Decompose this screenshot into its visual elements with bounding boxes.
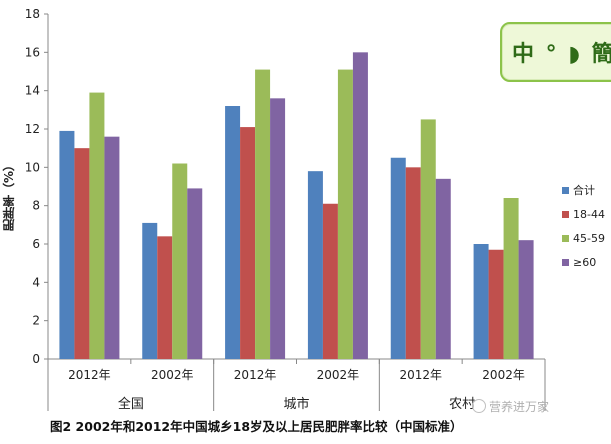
figure-caption: 图2 2002年和2012年中国城乡18岁及以上居民肥胖率比较（中国标准）: [50, 419, 463, 434]
bar: [59, 130, 75, 359]
bar: [172, 163, 188, 359]
bar: [518, 240, 534, 359]
legend-label: 合计: [573, 184, 595, 197]
bar: [405, 167, 421, 359]
legend-item: 合计: [562, 178, 611, 202]
y-tick-label: 12: [25, 122, 40, 136]
legend-label: 18-44: [573, 207, 605, 221]
legend: 合计 18-44 45-59 ≥60: [562, 178, 611, 274]
bar: [142, 222, 158, 359]
bar: [187, 188, 203, 359]
legend-swatch: [562, 234, 569, 242]
x-tick-label: 2002年: [317, 368, 360, 382]
y-tick-label: 0: [32, 352, 40, 366]
bar: [352, 52, 368, 359]
y-tick-label: 18: [25, 7, 40, 21]
legend-item: 45-59: [562, 226, 611, 250]
bar: [240, 127, 256, 359]
y-tick-label: 2: [32, 314, 40, 328]
y-tick-label: 16: [25, 45, 40, 59]
legend-swatch: [562, 186, 569, 194]
y-tick-label: 8: [32, 199, 40, 213]
legend-label: 45-59: [573, 231, 605, 245]
x-tick-label: 2002年: [151, 368, 194, 382]
y-tick-label: 4: [32, 275, 40, 289]
bar: [322, 203, 338, 359]
group-label: 全国: [118, 396, 144, 412]
y-axis-label: 肥胖率（%）: [2, 158, 16, 232]
legend-item: ≥60: [562, 250, 611, 274]
bar: [420, 119, 436, 360]
watermark: 营养进万家: [472, 398, 549, 415]
bar: [503, 198, 519, 359]
watermark-text: 营养进万家: [489, 400, 550, 414]
x-tick-label: 2012年: [234, 368, 277, 382]
bar: [225, 106, 241, 359]
bar: [74, 148, 90, 359]
legend-item: 18-44: [562, 202, 611, 226]
bar: [337, 69, 353, 359]
bar: [488, 249, 504, 359]
legend-swatch: [562, 210, 569, 218]
legend-swatch: [562, 258, 569, 266]
logo-badge: 中 ° ◗ 簡: [500, 22, 611, 82]
bar: [390, 157, 406, 359]
x-tick-label: 2012年: [399, 368, 442, 382]
bar: [270, 98, 286, 359]
group-label: 农村: [449, 397, 475, 412]
y-tick-label: 10: [25, 160, 40, 174]
bar: [157, 236, 173, 359]
badge-text: 中 ° ◗ 簡: [512, 42, 611, 67]
y-tick-label: 6: [32, 237, 40, 251]
group-label: 城市: [283, 396, 309, 412]
bar: [307, 171, 323, 359]
x-tick-label: 2002年: [482, 368, 525, 382]
y-tick-label: 14: [25, 84, 40, 98]
bar: [104, 136, 120, 359]
bar: [435, 178, 451, 359]
x-tick-label: 2012年: [68, 368, 111, 382]
legend-label: ≥60: [573, 255, 597, 269]
watermark-icon: [472, 399, 486, 413]
bar: [89, 92, 105, 359]
bar: [255, 69, 271, 359]
bar: [473, 244, 489, 359]
